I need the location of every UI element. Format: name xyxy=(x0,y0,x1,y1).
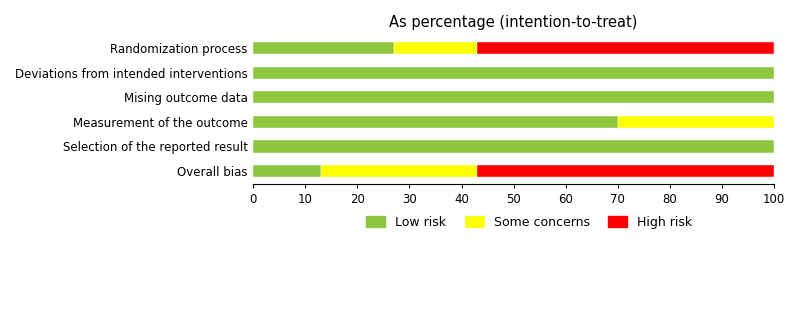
Bar xyxy=(618,116,774,128)
Bar xyxy=(321,165,477,177)
Legend: Low risk, Some concerns, High risk: Low risk, Some concerns, High risk xyxy=(362,211,697,234)
Bar xyxy=(394,42,477,54)
Bar xyxy=(254,116,618,128)
Bar xyxy=(254,67,774,79)
Bar xyxy=(254,140,774,152)
Bar xyxy=(254,42,394,54)
Bar xyxy=(254,165,321,177)
Bar xyxy=(254,91,774,103)
Title: As percentage (intention-to-treat): As percentage (intention-to-treat) xyxy=(390,15,638,30)
Bar xyxy=(477,42,774,54)
Bar xyxy=(477,165,774,177)
